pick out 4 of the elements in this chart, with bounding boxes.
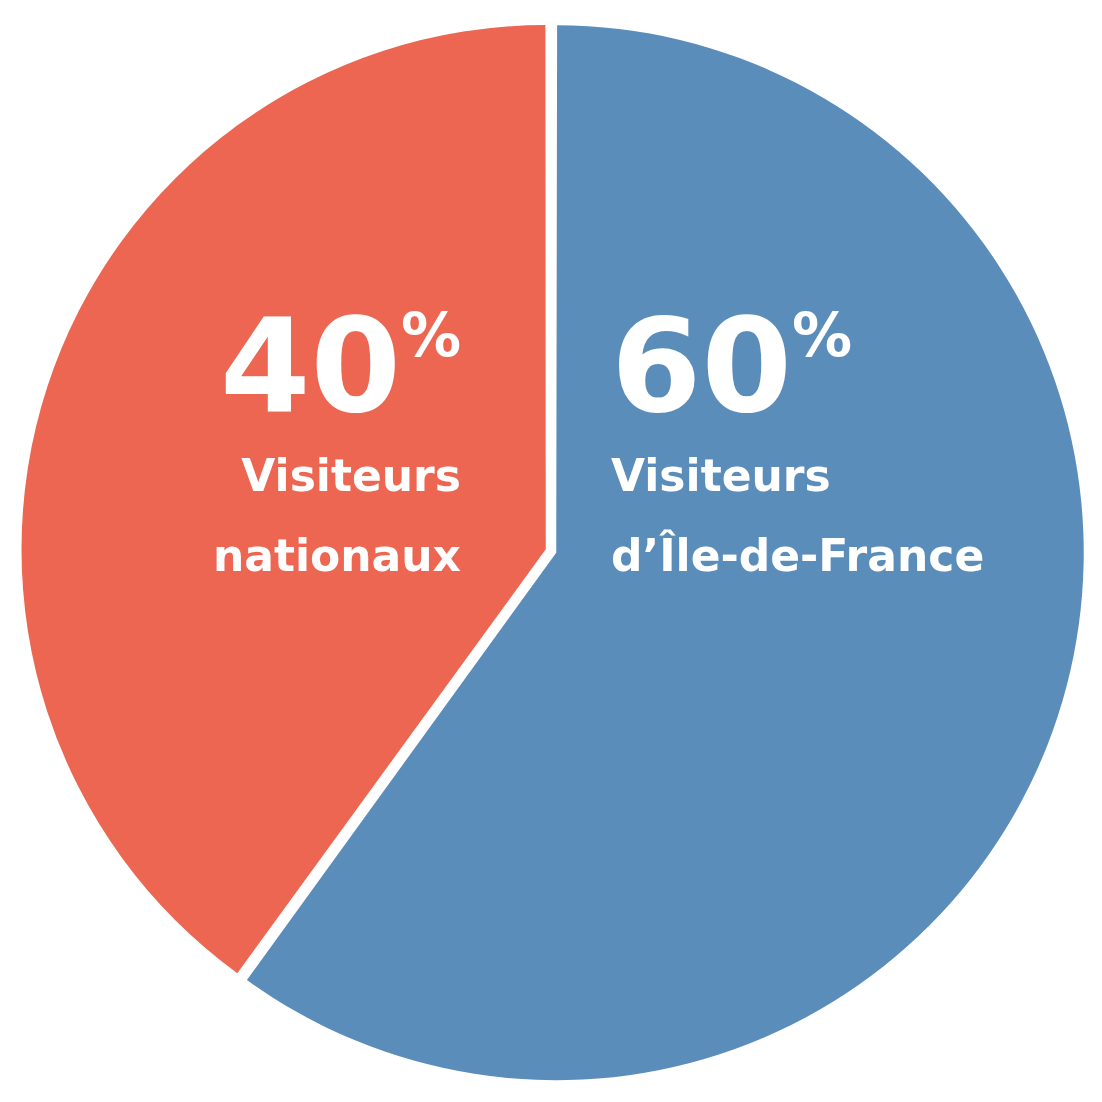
slice-label: Visiteurs nationaux [212,450,461,581]
data-label: 40% [219,290,462,442]
slice-label: Visiteurs d’Île-de-France [611,450,985,581]
data-label: 60% [611,290,853,442]
